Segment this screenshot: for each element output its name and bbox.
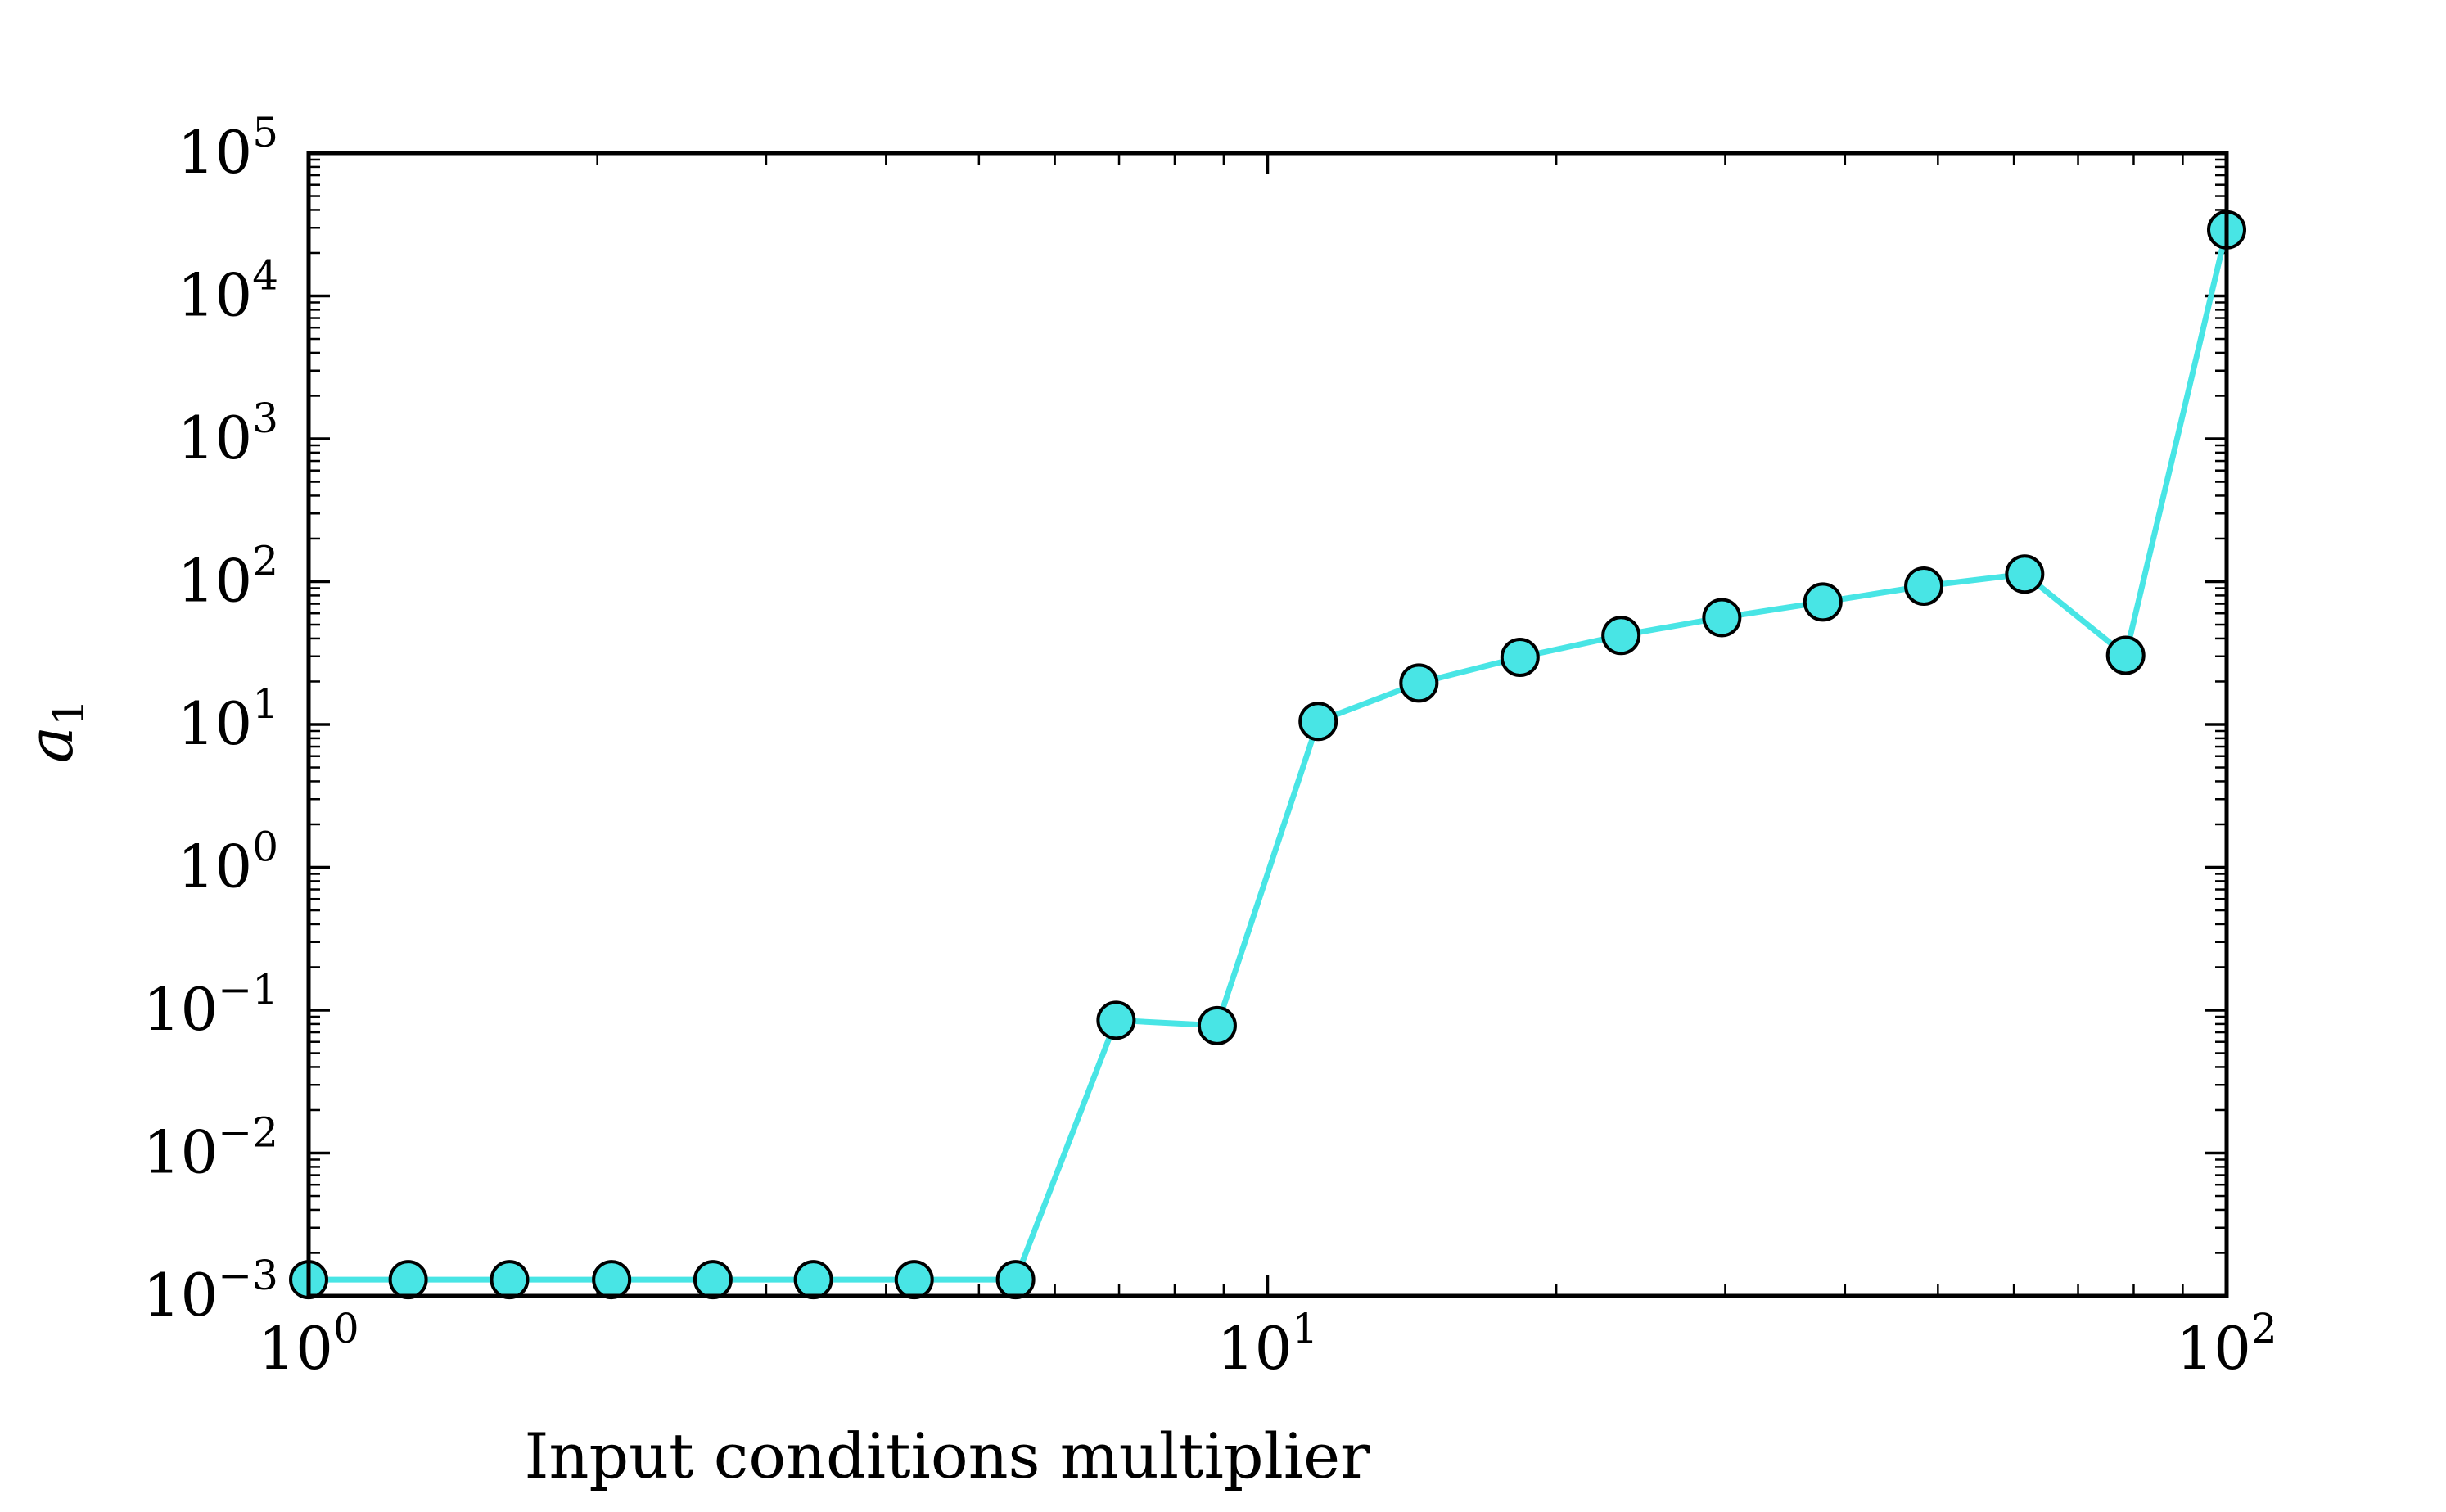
series-line xyxy=(309,228,2230,1283)
data-point xyxy=(592,1260,632,1300)
series-layer xyxy=(289,210,2246,1300)
data-point xyxy=(2105,635,2146,675)
y-tick-label: 100 xyxy=(178,824,278,901)
y-tick-label: 101 xyxy=(178,680,278,758)
data-point xyxy=(1500,638,1540,678)
x-tick-label: 100 xyxy=(258,1305,359,1383)
x-tick-labels: 100 101 102 xyxy=(258,1305,2277,1383)
data-point xyxy=(1601,616,1641,656)
y-tick-label: 10−3 xyxy=(143,1252,278,1329)
data-point xyxy=(2005,554,2045,594)
y-axis-label-main: a xyxy=(14,726,87,763)
y-axis-label: a1 xyxy=(14,699,94,763)
x-axis-label: Input conditions multiplier xyxy=(525,1419,1371,1492)
data-point xyxy=(1399,663,1439,703)
y-tick-label: 105 xyxy=(178,109,278,187)
data-point xyxy=(1904,566,1944,606)
data-point xyxy=(894,1260,934,1300)
y-tick-label: 10−1 xyxy=(143,966,278,1044)
data-point xyxy=(995,1260,1036,1300)
y-tick-label: 104 xyxy=(178,252,278,330)
major-ticks xyxy=(307,151,2228,1298)
data-point xyxy=(388,1260,428,1300)
plot-frame xyxy=(306,151,2229,1298)
data-point xyxy=(693,1260,733,1300)
data-point xyxy=(1197,1005,1237,1045)
data-point xyxy=(1096,1000,1136,1040)
data-point xyxy=(793,1260,833,1300)
x-tick-label: 101 xyxy=(1217,1305,1318,1383)
x-tick-label: 102 xyxy=(2176,1305,2277,1383)
y-tick-labels: 10−3 10−2 10−1 100 101 102 103 104 105 xyxy=(143,109,278,1329)
data-point xyxy=(490,1260,530,1300)
minor-ticks xyxy=(309,153,2227,1296)
data-point xyxy=(1298,702,1338,742)
data-point xyxy=(1803,582,1843,622)
y-axis-label-subscript: 1 xyxy=(45,699,94,726)
y-tick-label: 102 xyxy=(178,538,278,616)
data-point xyxy=(1702,598,1742,638)
y-tick-label: 10−2 xyxy=(143,1109,278,1187)
y-tick-label: 103 xyxy=(178,395,278,472)
